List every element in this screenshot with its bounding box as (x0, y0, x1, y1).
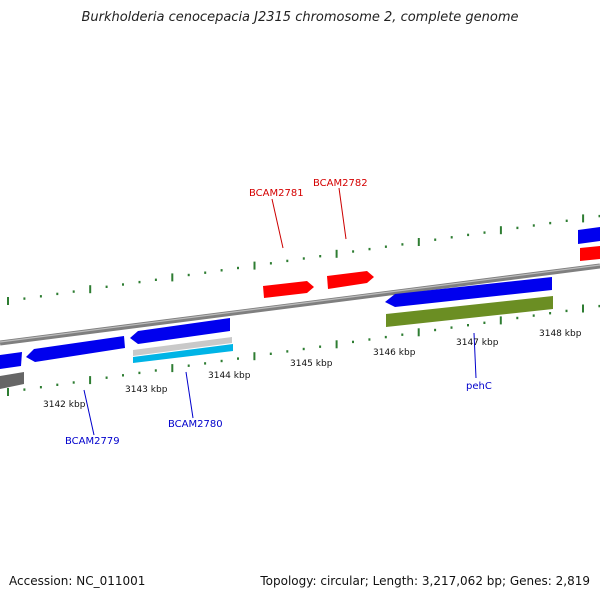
pehc-connector (473, 332, 477, 379)
lower-tick-ruler (7, 304, 600, 396)
gray-feature-left[interactable] (0, 372, 24, 389)
cyan-feature-bcam2780[interactable] (133, 344, 233, 363)
gene-pehc-blue[interactable] (385, 277, 552, 307)
olive-feature-pehc[interactable] (386, 296, 553, 327)
scale-label-3143: 3143 kbp (125, 385, 168, 395)
chromosome-backbone-highlight (0, 264, 600, 343)
scale-label-3144: 3144 kbp (208, 371, 251, 381)
chromosome-backbone (0, 263, 600, 346)
bcam2780-connector (185, 371, 194, 419)
label-bcam2780[interactable]: BCAM2780 (168, 419, 223, 430)
scale-label-3145: 3145 kbp (290, 359, 333, 369)
accession-text: Accession: NC_011001 (9, 574, 146, 588)
label-bcam2779[interactable]: BCAM2779 (65, 436, 120, 447)
scale-label-3148: 3148 kbp (539, 329, 582, 339)
gene-right-edge-blue[interactable] (578, 227, 600, 244)
gene-bcam2782[interactable] (327, 271, 374, 289)
genome-title: Burkholderia cenocepacia J2315 chromosom… (81, 10, 519, 25)
bcam2779-connector (83, 389, 95, 436)
gene-bcam2780-block[interactable] (130, 318, 230, 344)
bcam2782-connector (338, 187, 347, 240)
scale-label-3142: 3142 kbp (43, 400, 86, 410)
scale-label-3146: 3146 kbp (373, 348, 416, 358)
label-bcam2781[interactable]: BCAM2781 (249, 188, 304, 199)
gene-right-edge-red[interactable] (580, 246, 600, 261)
scale-label-3147: 3147 kbp (456, 338, 499, 348)
gray-feature-bcam2780[interactable] (133, 337, 232, 356)
label-pehc[interactable]: pehC (466, 381, 492, 392)
gene-bcam2781[interactable] (263, 281, 314, 298)
gene-bcam2779[interactable] (26, 336, 125, 362)
label-bcam2782[interactable]: BCAM2782 (313, 178, 368, 189)
bcam2781-connector (271, 198, 284, 249)
gene-left-edge[interactable] (0, 352, 22, 369)
genome-summary-text: Topology: circular; Length: 3,217,062 bp… (260, 574, 590, 588)
